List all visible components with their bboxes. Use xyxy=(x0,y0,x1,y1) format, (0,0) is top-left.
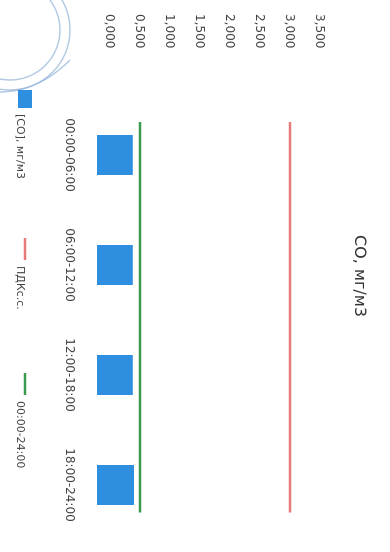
legend-label: [CO], мг/м3 xyxy=(14,114,27,179)
y-tick-label: 2,000 xyxy=(223,14,237,48)
category-label: 00:00-06:00 xyxy=(63,118,77,192)
y-tick-label: 2,500 xyxy=(253,14,267,48)
y-tick-label: 1,500 xyxy=(193,14,207,48)
bar xyxy=(97,135,133,175)
y-tick-label: 3,500 xyxy=(313,14,327,48)
y-tick-label: 0,000 xyxy=(103,14,117,48)
legend-swatch xyxy=(18,90,32,108)
legend-label: ПДКс.с. xyxy=(14,266,27,310)
legend-label: 00:00-24:00 xyxy=(14,401,27,468)
bar xyxy=(97,355,133,395)
stamp-mark xyxy=(0,0,71,93)
bar xyxy=(97,245,133,285)
y-tick-label: 0,500 xyxy=(133,14,147,48)
category-label: 12:00-18:00 xyxy=(63,338,77,412)
category-label: 18:00-24:00 xyxy=(63,448,77,522)
category-label: 06:00-12:00 xyxy=(63,228,77,302)
chart-title: CO, мг/м3 xyxy=(351,235,370,317)
y-tick-label: 1,000 xyxy=(163,14,177,48)
bar xyxy=(97,465,134,505)
y-tick-label: 3,000 xyxy=(283,14,297,48)
